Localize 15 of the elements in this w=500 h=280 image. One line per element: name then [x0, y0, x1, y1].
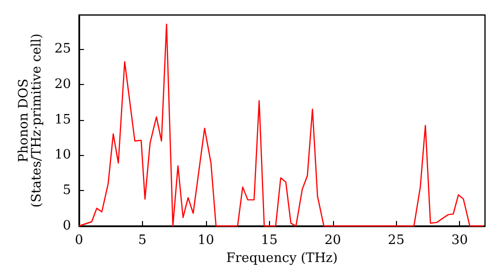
- y-tick-label: 20: [54, 76, 71, 92]
- y-tick-label: 15: [54, 112, 71, 128]
- y-tick-label: 5: [62, 183, 71, 198]
- x-tick-label: 20: [324, 233, 342, 248]
- y-axis-title: Phonon DOS (States/THz·primitive cell): [16, 33, 45, 208]
- x-axis-title: Frequency (THz): [226, 250, 338, 266]
- y-tick-label: 0: [62, 218, 71, 234]
- y-tick-label: 25: [54, 41, 71, 56]
- y-tick-label: 10: [54, 148, 71, 163]
- x-tick-label: 0: [74, 233, 84, 248]
- x-tick-label: 30: [451, 233, 468, 248]
- x-tick-label: 5: [138, 233, 147, 248]
- x-tick-label: 15: [261, 233, 278, 248]
- x-tick-label: 10: [198, 233, 214, 248]
- x-tick-label: 25: [388, 233, 404, 248]
